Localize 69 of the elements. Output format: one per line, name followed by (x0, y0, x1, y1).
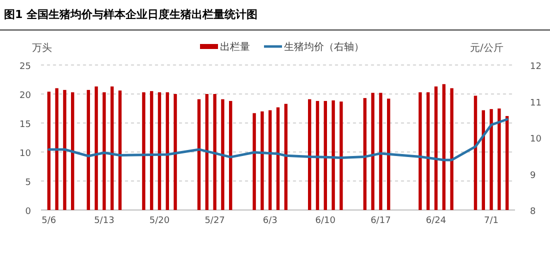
bar (498, 108, 501, 210)
y-tick-label: 0 (25, 207, 32, 217)
y-axis-title: 万头 (32, 42, 52, 54)
x-tick-label: 5/13 (94, 216, 114, 226)
bar (276, 107, 280, 210)
bar (379, 92, 382, 210)
bar (506, 116, 509, 210)
bar (86, 90, 90, 210)
bar (197, 99, 201, 210)
bar (71, 92, 74, 210)
bar (252, 113, 256, 210)
bar (268, 110, 272, 210)
legend-label: 生猪均价（右轴） (284, 41, 364, 53)
bar (442, 84, 446, 210)
bar (324, 100, 327, 210)
bar (316, 100, 320, 210)
bar (118, 90, 122, 210)
bar (142, 92, 146, 210)
bar (340, 102, 343, 210)
bar (371, 92, 374, 210)
y-tick-label: 15 (20, 120, 31, 130)
bar (55, 88, 58, 210)
bar (332, 100, 335, 210)
x-tick-label: 5/27 (204, 216, 225, 226)
bar (387, 98, 390, 210)
bar (308, 99, 312, 210)
bar (213, 94, 216, 210)
x-tick-label: 6/10 (315, 216, 336, 226)
bar (363, 98, 366, 210)
y2-tick-label: 9 (530, 170, 536, 181)
bar (229, 100, 232, 210)
bar (221, 99, 224, 210)
bar (474, 96, 478, 210)
bar (418, 92, 422, 210)
line-series (48, 118, 508, 162)
bar (166, 92, 169, 210)
legend-label: 出栏量 (220, 41, 250, 53)
bar (63, 90, 66, 210)
bar (482, 110, 485, 210)
chart-title: 图1 全国生猪均价与样本企业日度生猪出栏量统计图 (4, 8, 258, 21)
bar (426, 92, 430, 210)
bar (434, 86, 438, 210)
bar (47, 92, 50, 210)
bar (102, 92, 106, 210)
y2-tick-label: 12 (530, 62, 542, 72)
bar (158, 92, 162, 210)
x-tick-label: 7/1 (484, 216, 499, 226)
y2-tick-label: 8 (530, 207, 536, 217)
bar (110, 86, 114, 210)
y-tick-label: 25 (20, 62, 31, 72)
bar (205, 94, 208, 210)
x-tick-label: 6/3 (262, 216, 278, 226)
y2-axis-title: 元/公斤 (470, 42, 504, 54)
y-tick-label: 20 (20, 91, 32, 101)
x-tick-label: 6/24 (426, 216, 446, 226)
bar (260, 111, 264, 210)
x-tick-label: 5/20 (149, 216, 170, 226)
x-tick-label: 6/17 (370, 216, 391, 226)
bar (94, 86, 98, 210)
bar (284, 104, 288, 210)
bar (174, 94, 177, 210)
y-tick-label: 5 (25, 178, 31, 188)
y2-tick-label: 10 (530, 134, 542, 144)
x-tick-label: 5/6 (42, 216, 56, 226)
bar (490, 109, 493, 210)
y-tick-label: 10 (20, 149, 32, 159)
y2-tick-label: 11 (530, 98, 542, 108)
bar (450, 88, 454, 210)
bar (150, 91, 154, 210)
